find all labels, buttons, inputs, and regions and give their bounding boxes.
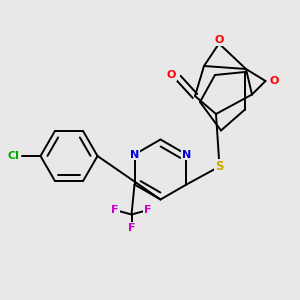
Text: N: N [182,149,191,160]
Text: O: O [270,76,279,86]
Text: F: F [144,205,152,215]
Text: O: O [166,70,176,80]
Text: F: F [111,205,119,215]
Text: O: O [214,35,224,45]
Text: Cl: Cl [8,151,20,161]
Text: N: N [130,149,139,160]
Text: F: F [128,223,135,233]
Text: S: S [215,160,224,173]
